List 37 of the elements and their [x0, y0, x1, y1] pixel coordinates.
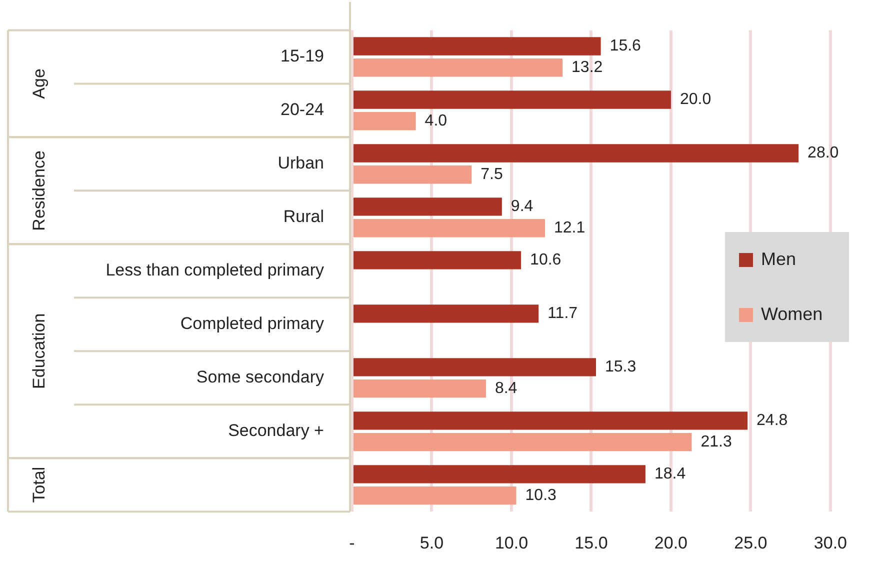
- text: Age: [30, 68, 49, 99]
- text: Residence: [30, 150, 49, 231]
- data-label: 18.4: [654, 466, 686, 483]
- y-tick-label: Less than completed primary: [106, 260, 324, 280]
- y-tick-label: Some secondary: [196, 368, 324, 387]
- data-label: 11.7: [548, 305, 578, 322]
- text: Total: [30, 466, 49, 503]
- data-label: 28.0: [808, 144, 839, 162]
- data-label: 24.8: [756, 412, 788, 430]
- data-label: 12.1: [554, 220, 586, 237]
- y-tick-label: Completed primary: [180, 314, 324, 334]
- data-label: 20.0: [680, 91, 712, 108]
- legend-label: Men: [760, 249, 798, 270]
- x-tick-label: 15.0: [574, 533, 608, 552]
- x-tick-label: -: [349, 533, 355, 552]
- data-label: 7.5: [480, 166, 503, 184]
- x-tick-label: 20.0: [654, 533, 688, 552]
- y-tick-label: Secondary +: [228, 421, 324, 440]
- data-label: 13.2: [572, 59, 603, 76]
- text: Education: [30, 313, 49, 389]
- legend-label: Women: [760, 304, 824, 325]
- data-label: 4.0: [424, 112, 448, 130]
- data-label: 8.4: [494, 380, 518, 397]
- data-label: 10.6: [530, 252, 562, 269]
- data-label: 21.3: [700, 433, 732, 450]
- x-tick-label: 10.0: [494, 533, 528, 552]
- x-tick-label: 25.0: [734, 533, 768, 552]
- data-label: 10.3: [525, 486, 557, 504]
- x-tick-label: 30.0: [814, 533, 848, 552]
- y-tick-label: Urban: [278, 154, 324, 173]
- y-tick-label: 15-19: [280, 46, 324, 66]
- data-label: 15.6: [610, 38, 642, 55]
- y-tick-label: Rural: [283, 207, 324, 226]
- x-tick-label: 5.0: [420, 533, 444, 552]
- y-tick-label: 20-24: [280, 100, 324, 120]
- data-label: 9.4: [510, 198, 534, 216]
- data-label: 15.3: [605, 358, 636, 376]
